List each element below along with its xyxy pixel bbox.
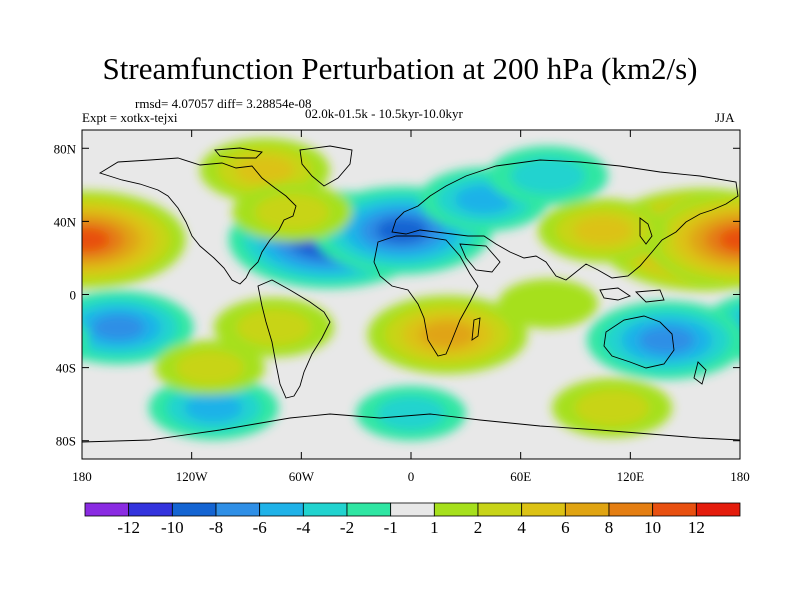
anomaly-center — [148, 375, 279, 440]
lat-tick-label: 40N — [54, 214, 77, 229]
anomaly-center — [498, 278, 599, 329]
colorbar-swatch — [521, 502, 566, 517]
anomaly-contour — [82, 324, 89, 357]
map-area — [0, 129, 800, 460]
colorbar-label: 8 — [605, 518, 614, 537]
colorbar-swatch — [171, 502, 217, 517]
colorbar-label: 12 — [688, 518, 705, 537]
anomaly-center — [367, 295, 528, 374]
period-label: 02.0k-01.5k - 10.5kyr-10.0kyr — [305, 106, 463, 121]
anomaly-contour — [734, 316, 740, 338]
colorbar-label: 10 — [644, 518, 661, 537]
colorbar-label: -4 — [296, 518, 311, 537]
lon-tick-label: 180 — [72, 469, 92, 484]
colorbar-swatch — [215, 502, 261, 517]
anomaly-contour — [82, 223, 96, 257]
anomaly-contour — [255, 194, 330, 231]
colorbar-swatch — [695, 502, 741, 517]
anomaly-contour — [574, 216, 632, 245]
colorbar-label: 2 — [474, 518, 483, 537]
colorbar-label: 6 — [561, 518, 570, 537]
colorbar-swatch — [477, 502, 523, 517]
anomaly-center — [356, 386, 466, 441]
anomaly-contour — [704, 220, 740, 259]
anomaly-center — [586, 301, 740, 380]
colorbar-swatch — [652, 502, 697, 517]
colorbar-swatch — [390, 502, 435, 517]
anomaly-center — [213, 297, 334, 357]
colorbar-label: 1 — [430, 518, 439, 537]
colorbar-label: -2 — [340, 518, 354, 537]
colorbar-swatch — [84, 502, 130, 517]
stats-label: rmsd= 4.07057 diff= 3.28854e-08 — [135, 96, 312, 111]
lon-tick-label: 60W — [289, 469, 315, 484]
anomaly-contour — [0, 327, 37, 354]
colorbar-swatch — [259, 502, 304, 517]
anomaly-center — [82, 190, 186, 289]
axis-ticks: 80N 40N 0 40S 80S 180 120W 60W 0 60E 120E 180 — [54, 130, 750, 484]
anomaly-contour — [236, 309, 311, 346]
lon-tick-label: 180 — [730, 469, 750, 484]
lat-tick-label: 40S — [56, 361, 76, 376]
lat-tick-label: 0 — [70, 288, 77, 303]
anomaly-center — [488, 146, 609, 206]
anomaly-contour — [184, 393, 243, 423]
anomaly-contour — [419, 321, 476, 349]
coastlines — [82, 145, 740, 443]
anomaly-contour — [377, 396, 445, 431]
anomaly-contour — [176, 350, 244, 385]
anomaly-contour — [750, 315, 800, 341]
anomaly-center — [552, 378, 673, 438]
lon-tick-label: 120E — [617, 469, 645, 484]
experiment-label: Expt = xotkx-tejxi — [82, 110, 178, 125]
lat-tick-label: 80N — [54, 141, 77, 156]
lon-tick-label: 120W — [176, 469, 209, 484]
anomaly-contour — [235, 155, 294, 185]
colorbar-label: -8 — [209, 518, 223, 537]
anomaly-center — [643, 190, 740, 289]
anomaly-field — [0, 138, 800, 441]
anomaly-contour — [511, 157, 586, 194]
lat-tick-label: 80S — [56, 434, 76, 449]
colorbar-swatch — [128, 502, 173, 517]
colorbar-swatch — [564, 502, 610, 517]
anomaly-contour — [92, 314, 145, 341]
plot-title: Streamfunction Perturbation at 200 hPa (… — [102, 51, 698, 86]
colorbar-label: -12 — [117, 518, 140, 537]
lon-tick-label: 60E — [510, 469, 531, 484]
colorbar-label: -10 — [161, 518, 184, 537]
anomaly-contour — [639, 326, 695, 354]
anomaly-center — [537, 198, 668, 263]
anomaly-contour — [575, 389, 649, 427]
anomaly-contour — [498, 278, 599, 329]
anomaly-contour — [82, 227, 110, 252]
lon-tick-label: 0 — [408, 469, 415, 484]
anomaly-center — [0, 318, 89, 362]
colorbar: -12 -10 -8 -6 -4 -2 -1 1 2 4 6 8 10 12 — [84, 502, 741, 537]
colorbar-swatch — [608, 502, 654, 517]
colorbar-swatch — [433, 502, 479, 517]
colorbar-label: 4 — [517, 518, 526, 537]
anomaly-center — [154, 340, 265, 395]
colorbar-label: -6 — [253, 518, 267, 537]
colorbar-swatch — [302, 502, 348, 517]
anomaly-center — [232, 182, 353, 242]
season-label: JJA — [715, 110, 735, 125]
anomaly-center — [82, 290, 194, 365]
anomaly-contour — [719, 227, 740, 252]
anomaly-contour — [376, 217, 428, 244]
colorbar-swatch — [346, 502, 392, 517]
anomaly-contour — [23, 229, 67, 251]
anomaly-contour — [0, 318, 54, 362]
colorbar-label: -1 — [384, 518, 398, 537]
